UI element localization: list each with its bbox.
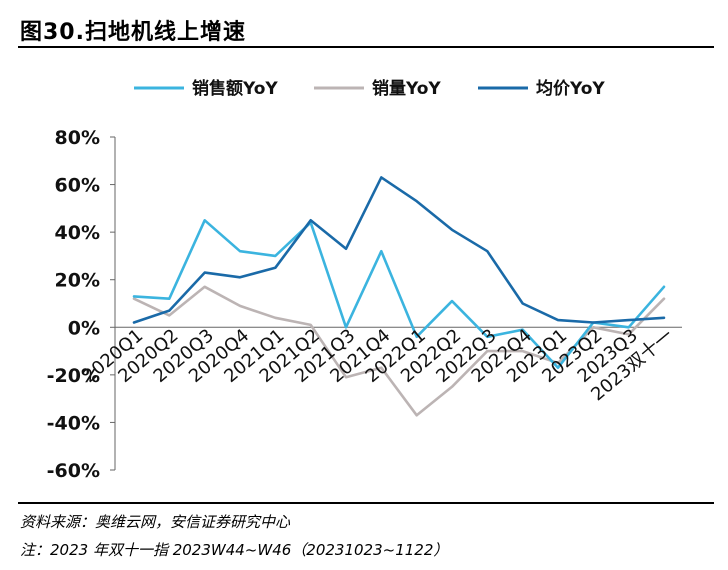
y-tick-label: 20% bbox=[55, 270, 100, 292]
footnote: 注：2023 年双十一指 2023W44~W46（20231023~1122） bbox=[20, 541, 449, 559]
footer-divider bbox=[18, 502, 714, 504]
y-tick-label: 60% bbox=[55, 175, 100, 197]
chart-title: 图30.扫地机线上增速 bbox=[20, 20, 246, 45]
x-tick-labels: 2020Q12020Q22020Q32020Q42021Q12021Q22021… bbox=[79, 325, 677, 405]
series-line-3 bbox=[132, 176, 666, 324]
series-lines bbox=[132, 176, 666, 417]
y-tick-label: 40% bbox=[55, 222, 100, 244]
legend-label-3: 均价YoY bbox=[536, 78, 605, 99]
y-tick-label: -40% bbox=[47, 412, 100, 434]
axes: 80% 60% 40% 20% 0% -20% -40% -60% bbox=[47, 127, 682, 482]
legend: 销售额YoY 销量YoY 均价YoY bbox=[134, 78, 605, 99]
legend-label-1: 销售额YoY bbox=[192, 78, 278, 99]
y-tick-label: -60% bbox=[47, 460, 100, 482]
series-line-1 bbox=[132, 219, 666, 370]
y-tick-label: -20% bbox=[47, 365, 100, 387]
y-tick-label: 0% bbox=[68, 317, 100, 339]
y-tick-label: 80% bbox=[55, 127, 100, 149]
source-note: 资料来源：奥维云网，安信证券研究中心 bbox=[20, 513, 291, 531]
legend-label-2: 销量YoY bbox=[372, 78, 441, 99]
line-chart: 销售额YoY 销量YoY 均价YoY 80% 60% 40% 20% 0% -20% -40% -… bbox=[47, 78, 682, 482]
title-divider bbox=[18, 46, 714, 48]
